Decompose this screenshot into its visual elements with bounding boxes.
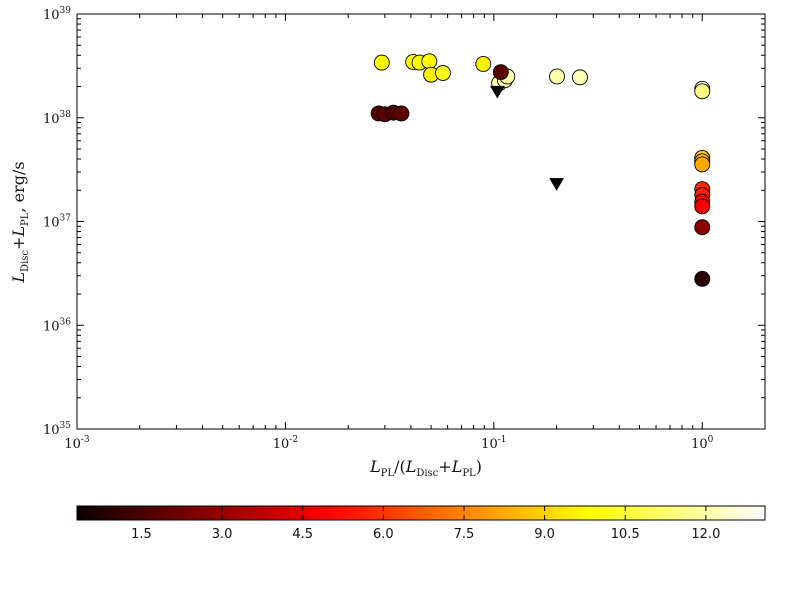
data-point bbox=[421, 53, 438, 70]
data-point bbox=[694, 156, 711, 173]
upper-limit-marker bbox=[489, 85, 505, 99]
upper-limit-marker bbox=[549, 178, 565, 191]
y-axis-label: LDisc+LPL, erg/s bbox=[9, 161, 31, 283]
colorbar-tick-label: 6.0 bbox=[373, 527, 394, 542]
y-tick-label: 1038 bbox=[43, 110, 71, 127]
data-point bbox=[492, 64, 509, 81]
data-point bbox=[475, 56, 492, 72]
data-point bbox=[694, 83, 711, 100]
data-point bbox=[393, 105, 410, 122]
x-tick-label: 10-2 bbox=[273, 435, 298, 452]
data-point bbox=[373, 54, 390, 71]
colorbar-tick-label: 1.5 bbox=[131, 527, 152, 542]
data-point bbox=[572, 69, 588, 86]
y-axis-ticks: 1035 1036 1037 1038 1039 bbox=[43, 6, 765, 438]
y-tick-label: 1039 bbox=[43, 6, 71, 23]
colorbar-tick-label: 3.0 bbox=[212, 527, 233, 542]
colorbar bbox=[76, 505, 766, 521]
colorbar-ticks: 1.5 3.0 4.5 6.0 7.5 9.0 10.5 12.0 bbox=[131, 506, 720, 542]
y-tick-label: 1035 bbox=[43, 421, 71, 438]
plot-area bbox=[76, 13, 766, 430]
y-tick-label: 1037 bbox=[43, 214, 71, 231]
colorbar-tick-label: 10.5 bbox=[611, 527, 640, 542]
x-axis-ticks: 10-3 10-2 10-1 100 bbox=[64, 14, 766, 452]
data-point bbox=[694, 198, 711, 215]
y-tick-label: 1036 bbox=[43, 317, 71, 334]
colorbar-tick-label: 12.0 bbox=[691, 527, 720, 542]
data-point bbox=[549, 68, 565, 85]
data-point bbox=[435, 65, 451, 81]
colorbar-tick-label: 9.0 bbox=[534, 527, 555, 542]
data-point bbox=[694, 270, 711, 287]
x-tick-label: 10-1 bbox=[481, 435, 506, 452]
x-tick-label: 10-3 bbox=[64, 435, 90, 452]
colorbar-tick-label: 4.5 bbox=[292, 527, 313, 542]
x-tick-label: 100 bbox=[691, 435, 714, 452]
x-axis-label: LPL/(LDisc+LPL) bbox=[369, 457, 482, 479]
data-markers bbox=[370, 53, 711, 287]
colorbar-tick-label: 7.5 bbox=[454, 527, 475, 542]
data-point bbox=[694, 219, 711, 236]
